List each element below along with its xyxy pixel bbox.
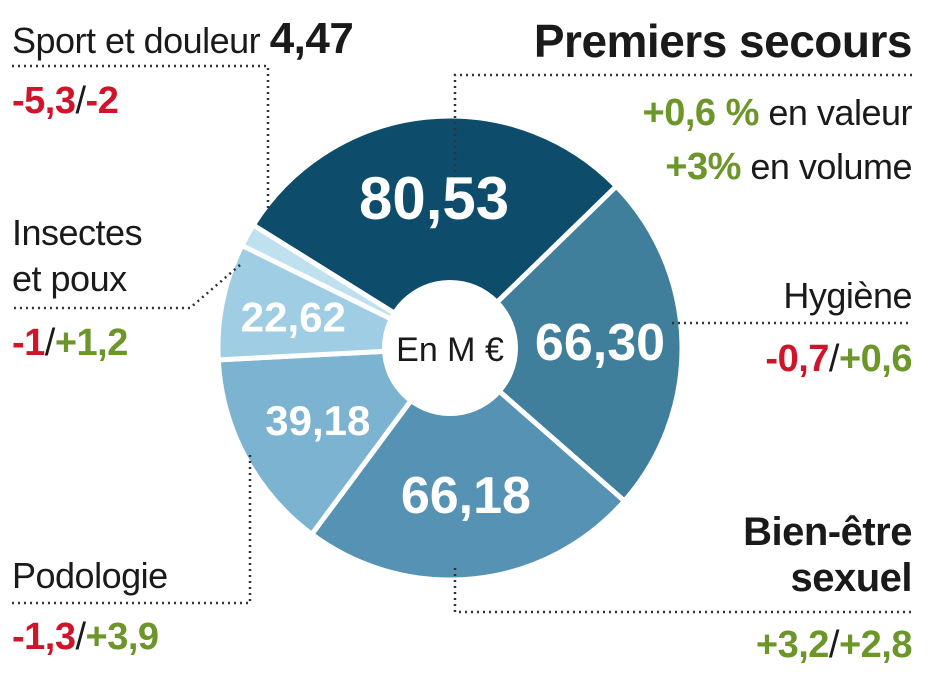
slice-bien-etre (309, 345, 627, 583)
bien-etre-change-volume: +2,8 (838, 624, 913, 666)
hygiene-change: -0,7/+0,6 (765, 338, 912, 381)
sport-change-value: -5,3 (12, 80, 76, 122)
label-bien-etre-line1: Bien-être (743, 510, 912, 554)
hygiene-change-value: -0,7 (765, 338, 829, 380)
value-label-insectes: 22,62 (241, 294, 346, 341)
label-podologie: Podologie (12, 555, 168, 596)
hygiene-separator: / (828, 338, 840, 380)
guide-bien-etre (453, 568, 912, 614)
sport-separator: / (75, 80, 86, 122)
premiers-secours-volume-line: +3% en volume (665, 146, 912, 189)
value-label-premiers-secours: 80,53 (359, 165, 509, 232)
bien-etre-separator: / (828, 624, 840, 666)
insectes-change: -1/+1,2 (12, 322, 128, 365)
insectes-separator: / (44, 322, 56, 364)
center-label: En M € (396, 331, 504, 369)
value-label-hygiene: 66,30 (535, 314, 665, 372)
guide-podologie (12, 455, 252, 605)
podologie-change: -1,3/+3,9 (12, 616, 159, 659)
value-label-podologie: 39,18 (265, 397, 370, 444)
sport-change-volume: -2 (85, 80, 119, 122)
insectes-change-volume: +1,2 (54, 322, 129, 364)
slice-podologie (215, 345, 453, 537)
slice-hygiene (447, 183, 685, 504)
guide-sport (12, 64, 270, 208)
value-label-bien-etre: 66,18 (401, 467, 531, 525)
podologie-change-value: -1,3 (12, 616, 76, 658)
premiers-secours-value-line: +0,6 % en valeur (643, 92, 913, 135)
sport-value: 4,47 (269, 14, 354, 63)
center-hole (382, 280, 518, 416)
label-insectes-line1: Insectes (12, 212, 143, 253)
podologie-separator: / (75, 616, 86, 658)
sport-change: -5,3/-2 (12, 80, 119, 123)
podologie-change-volume: +3,9 (85, 616, 160, 658)
insectes-change-value: -1 (12, 322, 45, 364)
premiers-secours-value-text: en valeur (768, 92, 912, 133)
label-bien-etre-line2: sexuel (790, 556, 912, 600)
guide-premiers-secours (453, 73, 912, 190)
hygiene-change-volume: +0,6 (838, 338, 913, 380)
label-hygiene: Hygiène (783, 275, 912, 316)
sport-title: Sport et douleur (12, 20, 261, 61)
label-insectes-line2: et poux (12, 258, 127, 299)
premiers-secours-volume-change: +3% (665, 146, 741, 188)
premiers-secours-volume-text: en volume (750, 146, 912, 187)
label-premiers-secours: Premiers secours (533, 15, 913, 67)
bien-etre-change: +3,2/+2,8 (755, 624, 913, 667)
premiers-secours-value-change: +0,6 % (642, 92, 760, 134)
slice-premiers-secours (250, 113, 619, 351)
bien-etre-change-value: +3,2 (755, 624, 830, 666)
label-sport: Sport et douleur 4,47 (12, 14, 354, 64)
